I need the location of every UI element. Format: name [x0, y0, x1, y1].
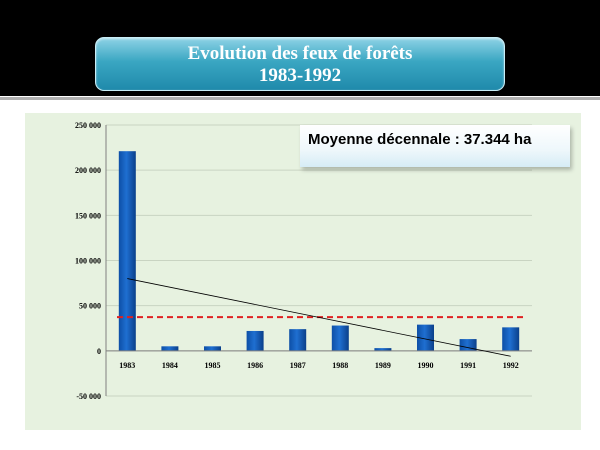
x-tick-label: 1991 — [460, 361, 476, 370]
slide-title: Evolution des feux de forêts 1983-1992 — [95, 37, 505, 91]
x-tick-label: 1990 — [418, 361, 434, 370]
x-tick-label: 1987 — [290, 361, 306, 370]
bar — [204, 346, 221, 351]
x-tick-label: 1989 — [375, 361, 391, 370]
y-tick-label: -50 000 — [76, 392, 101, 401]
y-tick-label: 200 000 — [75, 166, 101, 175]
x-tick-label: 1992 — [503, 361, 519, 370]
y-tick-label: 50 000 — [79, 302, 101, 311]
bar — [246, 330, 264, 351]
bar — [289, 329, 307, 351]
x-tick-label: 1983 — [119, 361, 135, 370]
y-tick-label: 100 000 — [75, 257, 101, 266]
bar — [118, 151, 136, 351]
bar — [374, 348, 392, 351]
average-annotation: Moyenne décennale : 37.344 ha — [300, 125, 570, 167]
bar — [459, 339, 477, 351]
slide-title-line1: Evolution des feux de forêts — [187, 43, 413, 64]
y-tick-label: 250 000 — [75, 121, 101, 130]
trend-line — [127, 278, 511, 357]
header-divider — [0, 97, 600, 100]
y-tick-label: 0 — [97, 347, 101, 356]
bar — [161, 346, 179, 351]
bar — [502, 327, 520, 351]
x-tick-label: 1985 — [205, 361, 221, 370]
bar — [331, 325, 349, 351]
bar — [417, 324, 434, 351]
y-tick-label: 150 000 — [75, 211, 101, 220]
x-tick-label: 1984 — [162, 361, 178, 370]
x-tick-label: 1988 — [332, 361, 348, 370]
slide-title-line2: 1983-1992 — [258, 65, 342, 86]
x-tick-label: 1986 — [247, 361, 263, 370]
